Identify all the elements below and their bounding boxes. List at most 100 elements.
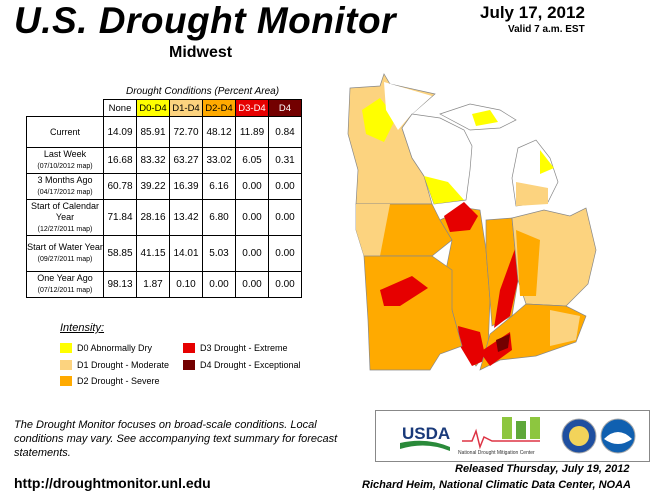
commerce-seal-inner bbox=[569, 426, 589, 446]
logo-panel: USDA National Drought Mitigation Center bbox=[375, 410, 650, 462]
wisconsin-region bbox=[401, 113, 473, 205]
legend-label: D3 Drought - Extreme bbox=[200, 343, 288, 353]
drought-conditions-table: None D0-D4 D1-D4 D2-D4 D3-D4 D4 Current 14.09 85… bbox=[26, 99, 302, 298]
row-label-text: Current bbox=[49, 126, 80, 137]
table-cell: 33.02 bbox=[202, 147, 236, 174]
table-header-cell: D3-D4 bbox=[235, 99, 269, 117]
map-date: July 17, 2012 bbox=[480, 3, 585, 22]
map-title: U.S. Drought Monitor bbox=[14, 0, 396, 41]
table-cell: 0.10 bbox=[169, 271, 203, 298]
michigan-lower-dry bbox=[516, 182, 548, 206]
legend-item-d4: D4 Drought - Exceptional bbox=[183, 360, 301, 370]
table-cell: 6.05 bbox=[235, 147, 269, 174]
legend-label: D0 Abnormally Dry bbox=[77, 343, 153, 353]
table-cell: 0.00 bbox=[202, 271, 236, 298]
table-header-row: None D0-D4 D1-D4 D2-D4 D3-D4 D4 bbox=[27, 99, 302, 117]
legend-swatch bbox=[60, 360, 72, 370]
row-label-text: One Year Ago bbox=[37, 273, 93, 283]
table-cell: 6.80 bbox=[202, 199, 236, 236]
illinois-extreme-south bbox=[458, 326, 486, 366]
table-row: 3 Months Ago (04/17/2012 map) 60.78 39.22 16… bbox=[26, 173, 302, 200]
table-row: Start of Water Year (09/27/2011 map) 58.85… bbox=[26, 235, 302, 272]
table-cell: 71.84 bbox=[103, 199, 137, 236]
kentucky-moderate bbox=[550, 310, 580, 346]
table-cell: 58.85 bbox=[103, 235, 137, 272]
illinois-extreme bbox=[444, 202, 478, 232]
partner-logos: USDA National Drought Mitigation Center bbox=[400, 417, 636, 456]
missouri-region bbox=[363, 255, 463, 371]
table-cell: 28.16 bbox=[136, 199, 170, 236]
row-label: Start of Water Year (09/27/2011 map) bbox=[26, 235, 104, 272]
legend-swatch bbox=[183, 360, 195, 370]
table-row: Current 14.09 85.91 72.70 48.12 11.89 0.84 bbox=[26, 116, 302, 148]
legend-title: Intensity: bbox=[60, 322, 105, 334]
legend-item-d2: D2 Drought - Severe bbox=[60, 376, 160, 386]
legend-label: D4 Drought - Exceptional bbox=[200, 360, 301, 370]
legend-item-d0: D0 Abnormally Dry bbox=[60, 343, 152, 353]
table-cell: 48.12 bbox=[202, 116, 236, 148]
release-date: Released Thursday, July 19, 2012 bbox=[455, 463, 630, 475]
row-label-date: (09/27/2011 map) bbox=[37, 256, 93, 263]
table-cell: 63.27 bbox=[169, 147, 203, 174]
table-cell: 6.16 bbox=[202, 173, 236, 200]
table-row: Last Week (07/10/2012 map) 16.68 83.32 63.27… bbox=[26, 147, 302, 174]
michigan-lower-yellow bbox=[540, 150, 554, 174]
region-subtitle: Midwest bbox=[169, 44, 233, 61]
table-row: One Year Ago (07/12/2011 map) 98.13 1.87 0.1… bbox=[26, 271, 302, 298]
missouri-extreme bbox=[380, 276, 428, 306]
row-label: Last Week (07/10/2012 map) bbox=[26, 147, 104, 174]
ndmc-label: National Drought Mitigation Center bbox=[458, 450, 535, 456]
row-label: Start of Calendar Year (12/27/2011 map) bbox=[26, 199, 104, 236]
legend-swatch bbox=[60, 343, 72, 353]
table-cell: 39.22 bbox=[136, 173, 170, 200]
table-cell: 60.78 bbox=[103, 173, 137, 200]
table-cell: 98.13 bbox=[103, 271, 137, 298]
legend-swatch bbox=[60, 376, 72, 386]
usda-logo: USDA bbox=[402, 424, 450, 443]
table-cell: 72.70 bbox=[169, 116, 203, 148]
table-header-cell: D4 bbox=[268, 99, 302, 117]
table-cell: 0.00 bbox=[268, 173, 302, 200]
row-label: Current bbox=[26, 116, 104, 148]
michigan-upper-dry bbox=[472, 110, 498, 126]
ndmc-logo: National Drought Mitigation Center bbox=[458, 417, 540, 456]
table-caption: Drought Conditions (Percent Area) bbox=[126, 86, 280, 97]
table-cell: 5.03 bbox=[202, 235, 236, 272]
author-credit: Richard Heim, National Climatic Data Cen… bbox=[362, 479, 631, 491]
table-cell: 0.00 bbox=[268, 199, 302, 236]
row-label-text: Start of Calendar Year bbox=[30, 200, 100, 222]
row-label-date: (07/10/2012 map) bbox=[37, 163, 93, 170]
table-cell: 0.00 bbox=[235, 235, 269, 272]
kentucky-exceptional bbox=[496, 334, 510, 352]
table-cell: 41.15 bbox=[136, 235, 170, 272]
row-label-text: 3 Months Ago bbox=[37, 175, 93, 185]
table-cell: 13.42 bbox=[169, 199, 203, 236]
row-label-text: Start of Water Year bbox=[27, 242, 103, 252]
minnesota-wet bbox=[384, 82, 432, 130]
table-cell: 16.39 bbox=[169, 173, 203, 200]
table-header-cell: None bbox=[103, 99, 137, 117]
table-cell: 0.84 bbox=[268, 116, 302, 148]
legend-label: D1 Drought - Moderate bbox=[77, 360, 170, 370]
noaa-logo-wave bbox=[604, 432, 632, 444]
table-header-cell: D0-D4 bbox=[136, 99, 170, 117]
ohio-severe bbox=[516, 230, 540, 296]
table-corner bbox=[27, 100, 104, 117]
table-cell: 0.00 bbox=[235, 173, 269, 200]
row-label: One Year Ago (07/12/2011 map) bbox=[26, 271, 104, 298]
table-cell: 85.91 bbox=[136, 116, 170, 148]
table-header-cell: D2-D4 bbox=[202, 99, 236, 117]
table-cell: 16.68 bbox=[103, 147, 137, 174]
valid-time: Valid 7 a.m. EST bbox=[508, 24, 585, 35]
usda-swoosh bbox=[400, 440, 450, 451]
legend-label: D2 Drought - Severe bbox=[77, 376, 160, 386]
table-cell: 0.00 bbox=[235, 199, 269, 236]
legend-item-d1: D1 Drought - Moderate bbox=[60, 360, 169, 370]
table-cell: 0.00 bbox=[268, 271, 302, 298]
row-label: 3 Months Ago (04/17/2012 map) bbox=[26, 173, 104, 200]
website-link[interactable]: http://droughtmonitor.unl.edu bbox=[14, 475, 211, 491]
table-row: Start of Calendar Year (12/27/2011 map) 71… bbox=[26, 199, 302, 236]
footnote: The Drought Monitor focuses on broad-sca… bbox=[14, 419, 338, 459]
table-cell: 1.87 bbox=[136, 271, 170, 298]
iowa-moderate bbox=[356, 204, 390, 256]
